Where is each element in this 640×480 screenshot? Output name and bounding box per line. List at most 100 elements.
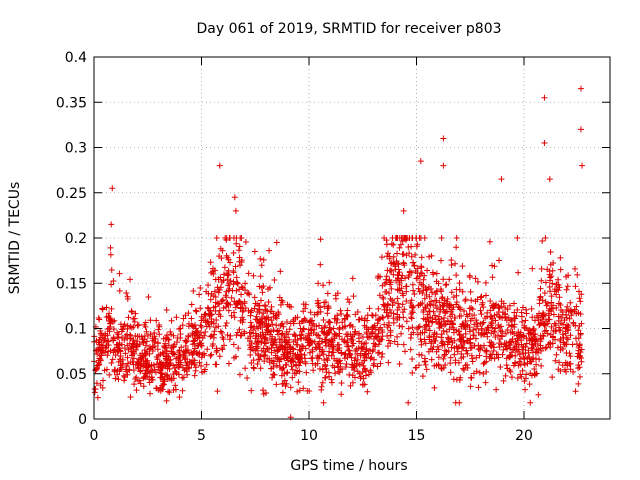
data-point: [474, 296, 481, 303]
data-point: [108, 305, 115, 312]
data-point: [557, 254, 564, 261]
data-point: [302, 301, 309, 308]
data-point: [173, 314, 180, 321]
data-point: [286, 303, 293, 310]
data-point: [567, 366, 574, 373]
data-point: [576, 295, 583, 302]
data-point: [446, 276, 453, 283]
x-tick-label: 10: [300, 428, 318, 444]
data-point: [487, 351, 494, 358]
data-point: [546, 305, 553, 312]
data-point: [426, 334, 433, 341]
data-point: [477, 294, 484, 301]
data-point: [564, 303, 571, 310]
data-point: [577, 298, 584, 305]
data-point: [488, 319, 495, 326]
data-point: [366, 305, 373, 312]
data-point: [440, 302, 447, 309]
data-point: [232, 207, 239, 214]
data-point: [390, 310, 397, 317]
data-point: [405, 399, 412, 406]
data-point: [407, 346, 414, 353]
data-point: [556, 284, 563, 291]
data-point: [453, 286, 460, 293]
data-point: [467, 340, 474, 347]
data-point: [443, 281, 450, 288]
data-point: [108, 360, 115, 367]
data-point: [350, 340, 357, 347]
data-point: [251, 323, 258, 330]
data-point: [144, 332, 151, 339]
data-point: [563, 286, 570, 293]
data-point: [236, 243, 243, 250]
data-point: [464, 350, 471, 357]
data-point: [154, 346, 161, 353]
data-point: [449, 311, 456, 318]
data-point: [422, 322, 429, 329]
data-point: [381, 235, 388, 241]
data-point: [329, 344, 336, 351]
data-point: [399, 309, 406, 316]
data-point: [111, 346, 118, 353]
data-point: [130, 315, 137, 322]
data-point: [153, 385, 160, 392]
data-point: [196, 351, 203, 358]
data-point: [233, 287, 240, 294]
data-point: [103, 314, 110, 321]
data-point: [328, 352, 335, 359]
data-point: [186, 364, 193, 371]
data-point: [469, 355, 476, 362]
data-point: [158, 370, 165, 377]
data-point: [244, 375, 251, 382]
data-point: [490, 302, 497, 309]
data-point: [301, 355, 308, 362]
data-point: [117, 362, 124, 369]
data-point: [94, 362, 101, 369]
data-point: [560, 339, 567, 346]
data-point: [128, 345, 135, 352]
data-point: [297, 358, 304, 365]
data-point: [170, 343, 177, 350]
data-point: [135, 377, 142, 384]
data-point: [494, 311, 501, 318]
data-point: [384, 253, 391, 260]
data-point: [383, 309, 390, 316]
data-point: [300, 343, 307, 350]
data-point: [217, 245, 224, 252]
data-point: [556, 294, 563, 301]
data-point: [342, 350, 349, 357]
data-point: [300, 385, 307, 392]
data-point: [334, 312, 341, 319]
data-point: [244, 290, 251, 297]
data-point: [233, 235, 240, 241]
data-point: [345, 347, 352, 354]
data-point: [175, 359, 182, 366]
data-point: [236, 371, 243, 378]
data-point: [376, 292, 383, 299]
data-point: [575, 335, 582, 342]
data-point: [341, 351, 348, 358]
data-point: [529, 265, 536, 272]
data-point: [281, 370, 288, 377]
data-point: [198, 354, 205, 361]
data-point: [530, 355, 537, 362]
data-point: [438, 331, 445, 338]
data-point: [365, 334, 372, 341]
data-point: [361, 357, 368, 364]
data-point: [483, 353, 490, 360]
data-point: [537, 320, 544, 327]
data-point: [201, 366, 208, 373]
data-point: [151, 338, 158, 345]
data-point: [177, 331, 184, 338]
data-point: [348, 364, 355, 371]
data-point: [388, 260, 395, 267]
data-point: [411, 263, 418, 270]
data-point: [423, 366, 430, 373]
data-point: [180, 315, 187, 322]
data-point: [423, 286, 430, 293]
data-point: [268, 317, 275, 324]
data-point: [273, 315, 280, 322]
x-tick-label: 0: [90, 428, 99, 444]
data-point: [242, 365, 249, 372]
data-point: [126, 331, 133, 338]
